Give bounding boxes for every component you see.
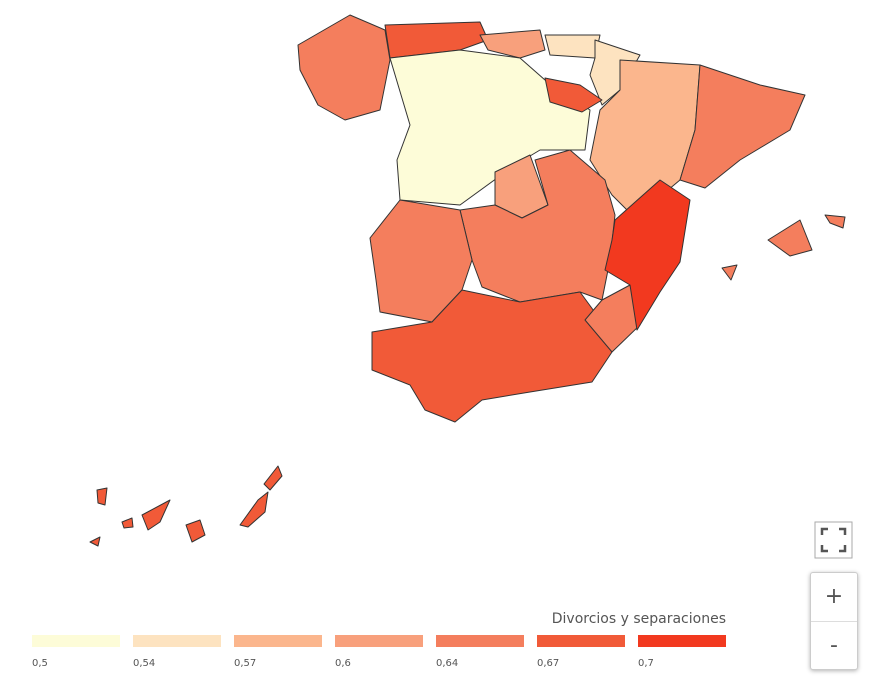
legend-swatch: [133, 635, 221, 647]
legend-swatch: [436, 635, 524, 647]
legend-label: 0,7: [638, 658, 654, 669]
legend-label: 0,6: [335, 658, 351, 669]
region: [479, 29, 546, 59]
region: [584, 284, 641, 353]
region: [721, 264, 738, 281]
region: [263, 465, 283, 491]
region: [121, 517, 134, 529]
region: [185, 519, 206, 543]
legend-label: 0,54: [133, 658, 155, 669]
region: [544, 77, 603, 113]
region: [96, 487, 108, 506]
region: [239, 491, 269, 528]
region: [679, 64, 806, 189]
region: [604, 179, 691, 331]
zoom-out-button[interactable]: -: [830, 633, 838, 658]
region: [389, 49, 591, 206]
zoom-panel: + -: [810, 572, 858, 670]
region: [384, 21, 489, 59]
legend-label: 0,5: [32, 658, 48, 669]
region: [767, 219, 813, 257]
region: [459, 149, 616, 303]
region: [544, 34, 601, 59]
region: [371, 289, 613, 423]
fullscreen-icon: [814, 521, 853, 559]
legend-swatch: [638, 635, 726, 647]
legend-title: Divorcios y separaciones: [552, 611, 726, 627]
legend-label: 0,67: [537, 658, 559, 669]
legend-swatch: [537, 635, 625, 647]
region: [589, 39, 641, 106]
region: [89, 536, 101, 547]
region: [141, 499, 171, 531]
regions: [89, 14, 846, 547]
region: [824, 214, 846, 229]
legend: 0,5 0,54 0,57 0,6 0,64 0,67 0,7: [32, 635, 726, 669]
region: [297, 14, 391, 121]
legend-swatch: [32, 635, 120, 647]
legend-label: 0,57: [234, 658, 256, 669]
legend-swatch: [234, 635, 322, 647]
legend-label: 0,64: [436, 658, 458, 669]
zoom-in-button[interactable]: +: [811, 573, 857, 622]
legend-swatch: [335, 635, 423, 647]
